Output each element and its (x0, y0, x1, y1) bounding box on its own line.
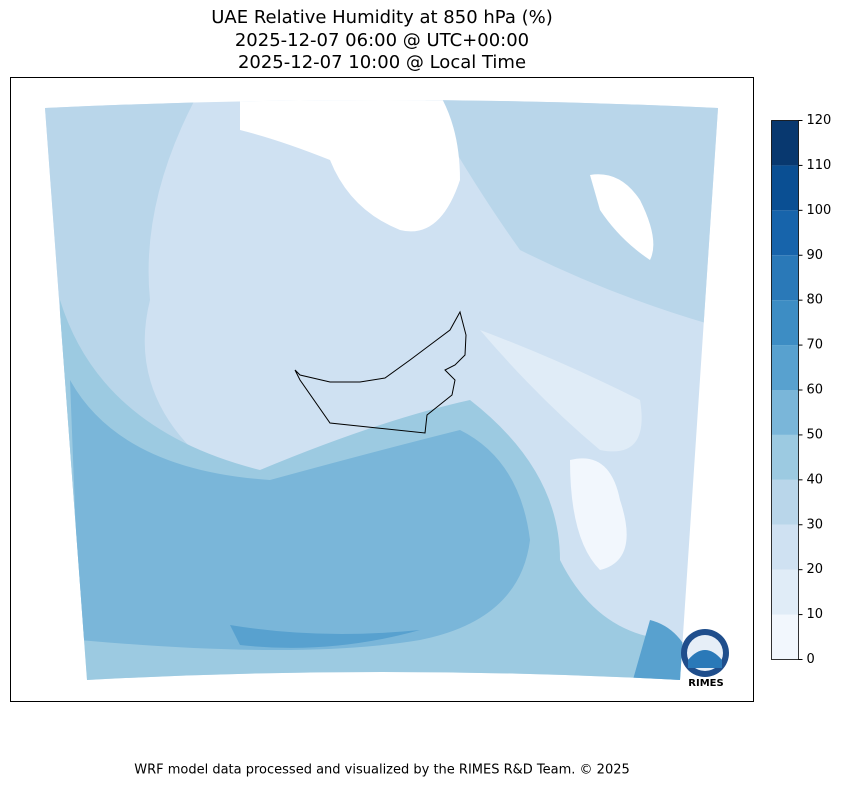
colorbar-tick-label: 60 (807, 383, 824, 398)
colorbar-segment (771, 434, 799, 480)
colorbar-segment (771, 255, 799, 301)
title-line: 2025-12-07 06:00 @ UTC+00:00 (235, 30, 529, 51)
colorbar-tick-label: 70 (807, 338, 824, 353)
colorbar-segment (771, 524, 799, 570)
colorbar-segment (771, 210, 799, 256)
colorbar-tick-label: 30 (807, 517, 824, 532)
footer: WRF model data processed and visualized … (134, 763, 630, 778)
logo: RIMES (681, 629, 729, 689)
colorbar-frame (771, 120, 799, 660)
colorbar-segment (771, 300, 799, 346)
logo-text: RIMES (688, 678, 723, 689)
colorbar-tick-label: 10 (807, 607, 824, 622)
colorbar-segment (771, 614, 799, 660)
colorbar-tick-label: 20 (807, 562, 824, 577)
colorbar-segment (771, 345, 799, 390)
colorbar-segment (771, 479, 799, 525)
colorbar-tick-label: 80 (807, 293, 824, 308)
colorbar: 0 10 20 30 40 50 60 70 80 90 100 110 120 (771, 113, 832, 667)
colorbar-tick-label: 100 (807, 203, 832, 218)
colorbar-tick-label: 50 (807, 427, 824, 442)
colorbar-segment (771, 165, 799, 211)
map-frame (10, 77, 754, 702)
colorbar-tick-label: 40 (807, 472, 824, 487)
map-field (45, 100, 718, 680)
colorbar-tick-label: 110 (807, 158, 832, 173)
colorbar-tick-label: 90 (807, 248, 824, 263)
uae-border (294, 310, 467, 434)
colorbar-segment (771, 120, 799, 166)
colorbar-tick-label: 120 (807, 113, 832, 128)
colorbar-segment (771, 390, 799, 435)
title-line: 2025-12-07 10:00 @ Local Time (238, 52, 526, 73)
colorbar-segment (771, 569, 799, 615)
colorbar-tick-label: 0 (807, 652, 815, 667)
title-line: UAE Relative Humidity at 850 hPa (%) (211, 7, 552, 28)
